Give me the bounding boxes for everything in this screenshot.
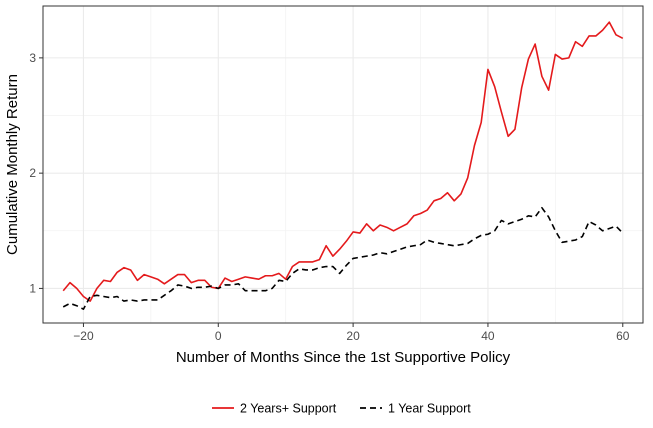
y-tick-label: 1 bbox=[29, 281, 36, 295]
legend: 2 Years+ Support 1 Year Support bbox=[212, 402, 471, 416]
grid-minor bbox=[43, 6, 643, 323]
series-layer bbox=[62, 21, 624, 310]
y-axis-title: Cumulative Monthly Return bbox=[4, 74, 21, 255]
legend-label-2-years-support: 2 Years+ Support bbox=[240, 402, 337, 416]
legend-label-1-year-support: 1 Year Support bbox=[388, 402, 471, 416]
y-tick-label: 3 bbox=[29, 51, 36, 65]
x-tick-label: 40 bbox=[481, 329, 495, 343]
panel-border bbox=[42, 5, 644, 324]
series-line-2-years-support bbox=[62, 21, 624, 302]
x-tick-label: 20 bbox=[346, 329, 360, 343]
x-tick-label: 0 bbox=[215, 329, 222, 343]
grid-major bbox=[43, 6, 643, 323]
x-tick-label: 60 bbox=[616, 329, 630, 343]
x-axis-ticks: −20 0 20 40 60 bbox=[73, 323, 630, 343]
series-line-1-year-support bbox=[62, 206, 624, 310]
y-tick-label: 2 bbox=[29, 166, 36, 180]
x-tick-label: −20 bbox=[73, 329, 94, 343]
x-axis-title: Number of Months Since the 1st Supportiv… bbox=[176, 349, 511, 366]
y-axis-ticks: 1 2 3 bbox=[29, 51, 43, 295]
